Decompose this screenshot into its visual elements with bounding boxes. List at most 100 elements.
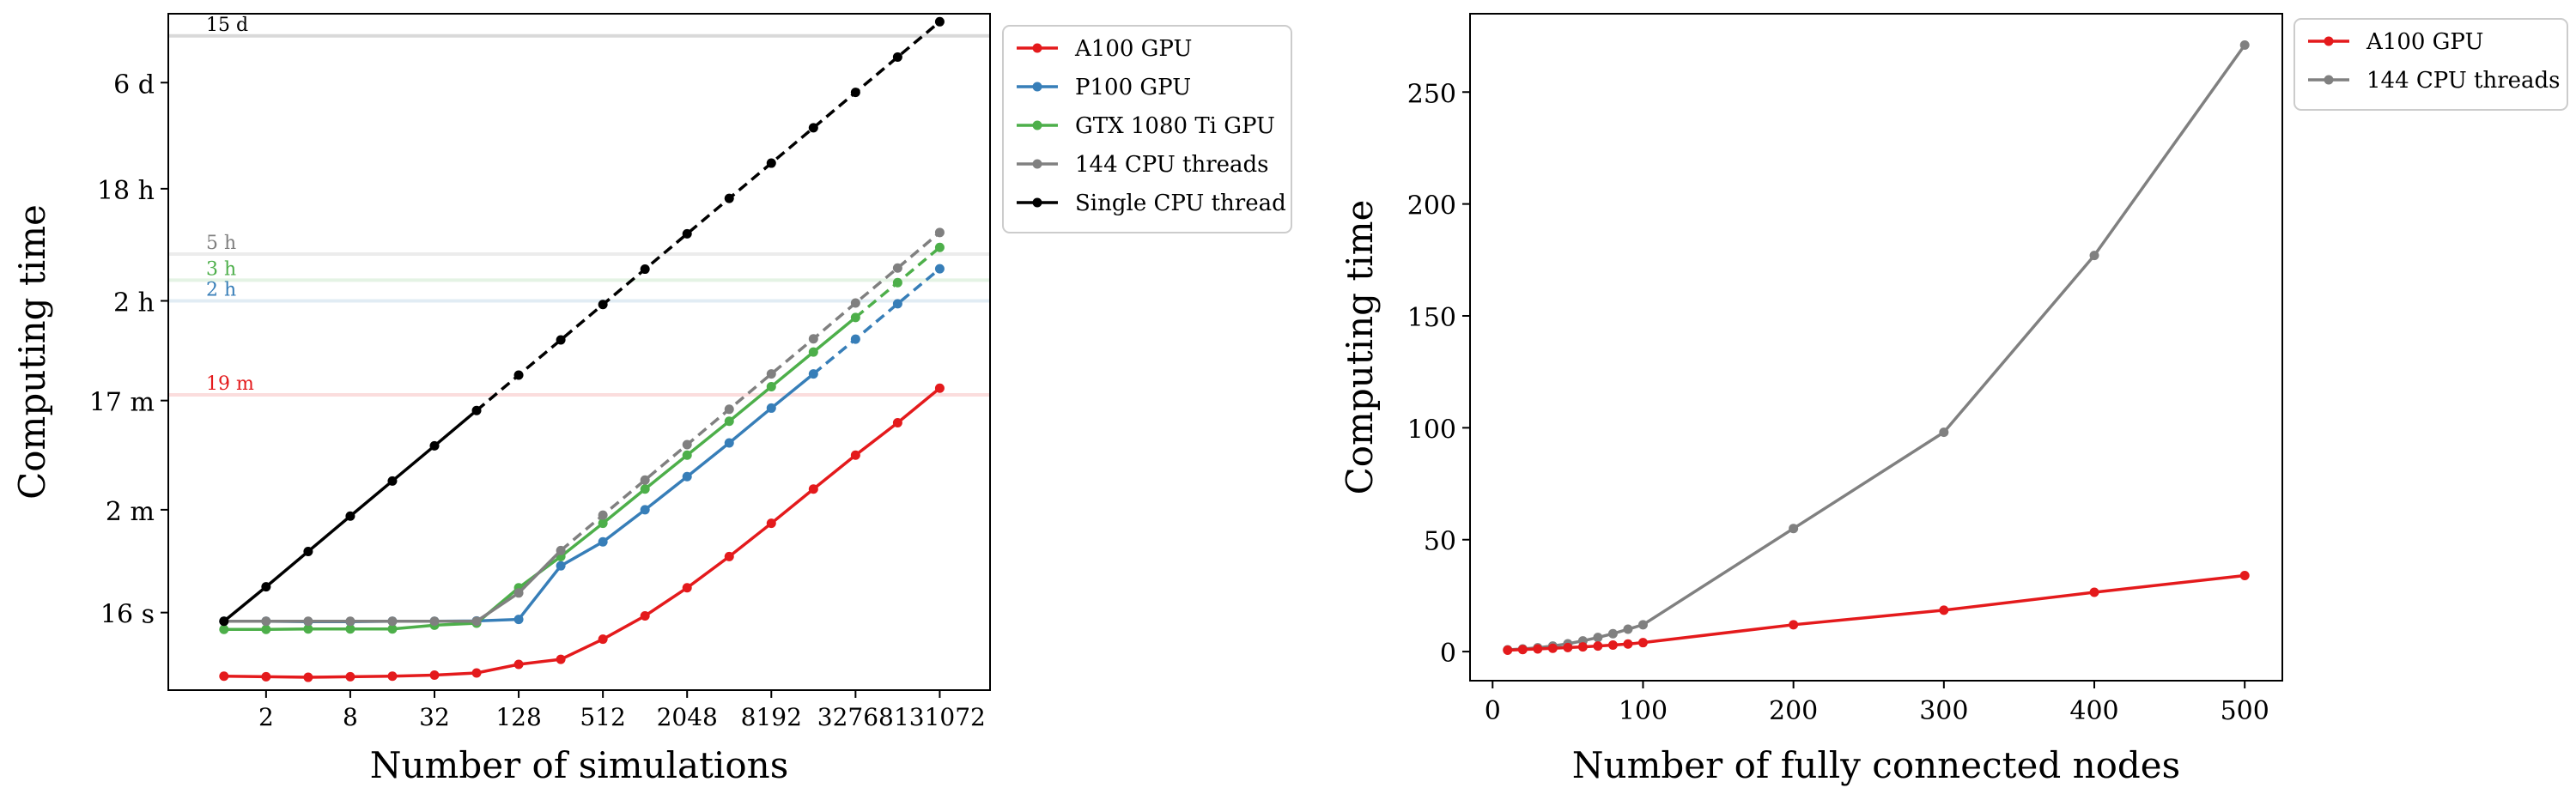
data-point-a100-gpu — [1607, 640, 1618, 651]
data-point-single-cpu-thread — [598, 300, 608, 310]
data-point-single-cpu-thread — [640, 264, 650, 275]
data-point-a100-gpu — [850, 450, 860, 460]
data-point-144-cpu-threads — [1939, 427, 1949, 438]
data-point-single-cpu-thread — [513, 370, 524, 380]
data-point-144-cpu-threads — [1789, 524, 1799, 534]
legend-marker-144-cpu-threads — [2324, 75, 2334, 85]
y-tick-label: 17 m — [89, 388, 155, 418]
data-point-gtx-1080-ti-gpu — [640, 484, 650, 494]
legend-label-a100-gpu: A100 GPU — [2366, 29, 2483, 55]
x-tick-label: 131072 — [894, 703, 986, 731]
data-point-144-cpu-threads — [850, 298, 860, 308]
data-point-single-cpu-thread — [766, 158, 776, 168]
series-line-gtx-1080-ti-gpu — [223, 316, 857, 632]
data-point-144-cpu-threads — [303, 616, 313, 627]
legend-marker-gtx-1080-ti-gpu — [1032, 120, 1042, 130]
y-tick-label: 6 d — [113, 70, 155, 100]
data-point-a100-gpu — [471, 668, 482, 678]
data-point-144-cpu-threads — [934, 227, 945, 238]
data-point-a100-gpu — [429, 670, 440, 680]
data-point-gtx-1080-ti-gpu — [219, 624, 229, 634]
data-point-gtx-1080-ti-gpu — [303, 624, 313, 634]
reference-label-p100-gpu: 2 h — [206, 279, 236, 300]
data-point-gtx-1080-ti-gpu — [261, 624, 271, 634]
legend-label-a100-gpu: A100 GPU — [1074, 36, 1192, 62]
data-point-a100-gpu — [598, 634, 608, 645]
data-point-a100-gpu — [808, 484, 818, 494]
series-line-dashed-p100-gpu — [812, 267, 941, 375]
data-point-p100-gpu — [934, 264, 945, 274]
series-line-144-cpu-threads — [1507, 44, 2246, 652]
data-point-144-cpu-threads — [471, 616, 482, 627]
data-point-a100-gpu — [1623, 639, 1633, 649]
y-axis-title: Computing time — [11, 204, 53, 500]
data-point-single-cpu-thread — [429, 440, 440, 451]
legend-label-144-cpu-threads: 144 CPU threads — [2366, 68, 2561, 94]
data-point-single-cpu-thread — [471, 405, 482, 415]
data-point-144-cpu-threads — [556, 545, 566, 555]
data-point-single-cpu-thread — [892, 52, 902, 62]
x-tick-label: 32768 — [817, 703, 894, 731]
x-tick-label: 512 — [580, 703, 625, 731]
data-point-gtx-1080-ti-gpu — [808, 347, 818, 357]
y-tick-label: 18 h — [97, 176, 155, 206]
data-point-single-cpu-thread — [808, 123, 818, 133]
legend-marker-144-cpu-threads — [1032, 159, 1042, 169]
y-tick-label: 100 — [1407, 415, 1456, 445]
series-line-a100-gpu — [223, 386, 941, 679]
data-point-single-cpu-thread — [219, 616, 229, 627]
data-point-a100-gpu — [724, 551, 734, 561]
data-point-144-cpu-threads — [892, 263, 902, 273]
legend-label-single-cpu-thread: Single CPU thread — [1075, 191, 1286, 216]
y-tick-label: 0 — [1440, 639, 1456, 669]
x-tick-label: 2048 — [657, 703, 718, 731]
data-point-a100-gpu — [1517, 645, 1528, 655]
data-point-a100-gpu — [345, 671, 355, 682]
reference-label-144-cpu-threads: 5 h — [206, 233, 236, 254]
plot-frame — [167, 13, 991, 691]
y-axis-title: Computing time — [1339, 200, 1381, 495]
legend-label-gtx-1080-ti-gpu: GTX 1080 Ti GPU — [1075, 113, 1275, 139]
data-point-144-cpu-threads — [1623, 624, 1633, 634]
data-point-p100-gpu — [682, 471, 692, 482]
data-point-a100-gpu — [1547, 643, 1558, 653]
data-point-a100-gpu — [682, 583, 692, 593]
data-point-p100-gpu — [892, 299, 902, 309]
data-point-single-cpu-thread — [261, 582, 271, 592]
data-point-single-cpu-thread — [387, 476, 398, 486]
reference-label-gtx-1080-ti-gpu: 3 h — [206, 258, 236, 280]
legend-label-144-cpu-threads: 144 CPU threads — [1075, 152, 1269, 178]
y-tick-label: 250 — [1407, 79, 1456, 109]
data-point-p100-gpu — [513, 615, 524, 625]
data-point-gtx-1080-ti-gpu — [766, 381, 776, 391]
x-tick-label: 300 — [1919, 696, 1968, 726]
series-group — [219, 16, 945, 682]
y-tick-label: 16 s — [100, 600, 155, 630]
data-point-p100-gpu — [556, 561, 566, 571]
x-tick-label: 500 — [2221, 696, 2269, 726]
data-point-a100-gpu — [1563, 642, 1573, 652]
axis-ticks: 2 8 32 128 512 2048 8192 32768 131072 16 s 2 m 17 m… — [89, 70, 986, 731]
data-point-a100-gpu — [1789, 620, 1799, 630]
legend-marker-a100-gpu — [2324, 36, 2334, 46]
data-point-gtx-1080-ti-gpu — [598, 518, 608, 529]
reference-label-single-cpu-thread: 15 d — [206, 15, 248, 36]
data-point-144-cpu-threads — [682, 439, 692, 450]
data-point-gtx-1080-ti-gpu — [934, 242, 945, 252]
data-point-144-cpu-threads — [640, 475, 650, 485]
data-point-a100-gpu — [934, 383, 945, 393]
x-tick-label: 128 — [495, 703, 541, 731]
reference-label-a100-gpu: 19 m — [206, 373, 254, 395]
x-tick-label: 8 — [343, 703, 358, 731]
y-tick-label: 50 — [1424, 527, 1456, 557]
x-tick-label: 2 — [258, 703, 274, 731]
data-point-a100-gpu — [1939, 605, 1949, 615]
plot-frame — [1469, 13, 2283, 682]
data-point-gtx-1080-ti-gpu — [345, 624, 355, 634]
data-point-gtx-1080-ti-gpu — [892, 277, 902, 288]
y-tick-label: 150 — [1407, 303, 1456, 333]
series-line-dashed-144-cpu-threads — [559, 231, 941, 552]
axis-ticks: 0 100 200 300 400 500 0 50 100 150 200 250 — [1407, 79, 2269, 726]
data-point-p100-gpu — [808, 369, 818, 379]
x-axis-title: Number of simulations — [370, 744, 789, 786]
